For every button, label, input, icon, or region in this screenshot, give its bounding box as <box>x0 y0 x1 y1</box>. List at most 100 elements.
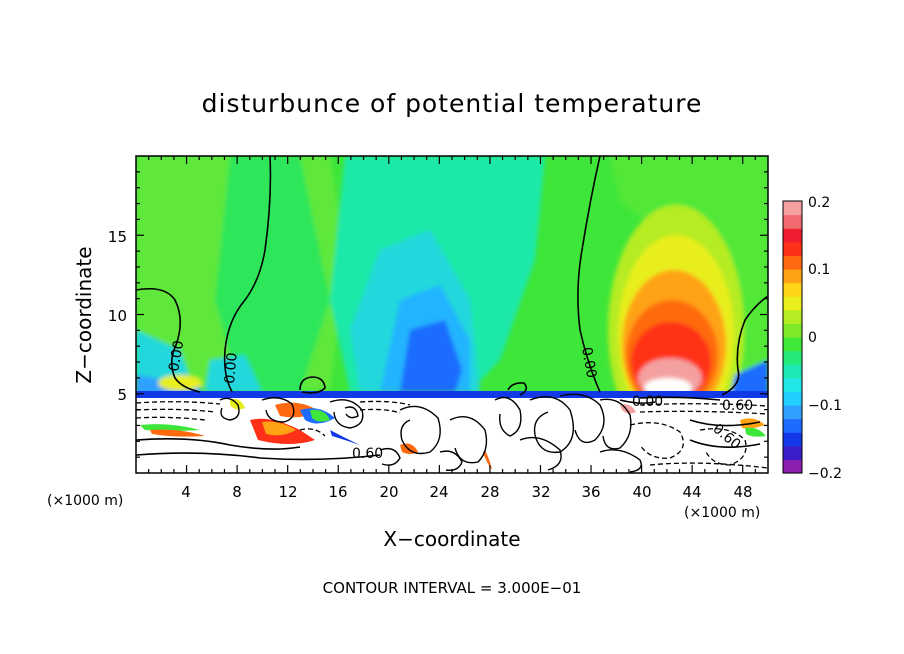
contour-dashed <box>639 410 768 415</box>
anomaly-patch <box>150 429 205 437</box>
contour-dashed <box>136 416 206 421</box>
contour-swirl <box>261 397 295 423</box>
anomaly-patch <box>745 427 766 437</box>
contour-swirl <box>494 396 522 437</box>
contour-dashed <box>359 400 411 406</box>
colorbar-swatch <box>783 377 802 392</box>
x-unit-label-right: (×1000 m) <box>684 505 760 521</box>
field-band <box>400 320 462 392</box>
colorbar-swatch <box>783 269 802 284</box>
contour-label: 0.00 <box>578 346 599 379</box>
colorbar-swatch <box>783 350 802 365</box>
x-tick-label: 4 <box>181 483 191 501</box>
contour-lower <box>136 452 381 461</box>
x-tick-label: 28 <box>480 483 499 501</box>
turbulent-contours <box>219 393 642 473</box>
contour-blob <box>299 376 326 394</box>
contour-zero-mid-left <box>223 156 272 393</box>
contour-dashed <box>136 401 221 405</box>
contour-dashed <box>639 403 768 407</box>
contour-swirl <box>219 397 240 421</box>
contour-dashed <box>299 428 326 437</box>
field-band <box>730 360 768 400</box>
contour-lower <box>619 399 656 404</box>
contour-dashed <box>629 422 684 459</box>
colorbar-swatch <box>783 337 802 352</box>
x-tick-label: 40 <box>632 483 651 501</box>
contour-swirl <box>519 436 562 471</box>
colorbar-swatch <box>783 364 802 379</box>
contour-swirl <box>344 406 359 419</box>
contour-lower <box>136 437 301 450</box>
negative-contours <box>136 400 768 469</box>
colorbar-tick-labels: 0.2 0.1 0 −0.1 −0.2 <box>808 195 842 482</box>
x-tick-labels: 4 8 12 16 20 24 28 32 36 40 44 48 <box>181 483 752 501</box>
x-tick-label: 48 <box>733 483 752 501</box>
colorbar <box>783 201 802 474</box>
colorbar-swatch <box>783 459 802 474</box>
colorbar-swatch <box>783 445 802 460</box>
y-tick-labels: 5 10 15 <box>108 228 127 404</box>
x-unit-label-left: (×1000 m) <box>47 493 123 509</box>
colorbar-swatch <box>783 418 802 433</box>
colorbar-label: 0.1 <box>808 262 830 278</box>
colorbar-swatch <box>783 296 802 311</box>
contour-label: 0.00 <box>166 339 187 372</box>
anomaly-patch <box>140 424 200 431</box>
colorbar-swatch <box>783 214 802 229</box>
contour-swirl <box>329 399 364 429</box>
colorbar-swatch <box>783 241 802 256</box>
contour-swirl <box>599 398 632 450</box>
contour-dashed <box>699 428 747 466</box>
plot-area: 0.00 0.00 0.00 0.00 0.60 0.60 0.60 <box>136 156 768 473</box>
chart-title: disturbunce of potential temperature <box>202 89 703 118</box>
contour-swirl <box>559 393 605 444</box>
contour-dashed <box>136 408 216 413</box>
contour-swirl <box>399 405 441 455</box>
x-tick-label: 24 <box>429 483 448 501</box>
contour-interval-note: CONTOUR INTERVAL = 3.000E−01 <box>323 579 582 597</box>
colorbar-label: −0.1 <box>808 398 842 414</box>
colorbar-swatch <box>783 282 802 297</box>
y-axis-title: Z−coordinate <box>72 246 96 383</box>
x-tick-label: 12 <box>278 483 297 501</box>
lower-layer <box>136 398 768 473</box>
colorbar-swatch <box>783 391 802 406</box>
contour-lines <box>136 156 768 461</box>
heat-field <box>136 156 768 455</box>
lower-anomalies <box>140 399 766 470</box>
contour-lower <box>689 419 761 427</box>
contour-label: 0.60 <box>722 398 753 414</box>
contour-dashed <box>649 462 768 469</box>
colorbar-frame <box>782 200 803 474</box>
y-tick-label: 5 <box>117 386 127 404</box>
contour-lower <box>689 439 761 448</box>
colorbar-label: −0.2 <box>808 466 842 482</box>
field-band <box>215 156 330 392</box>
contour-label: 0.00 <box>632 394 663 410</box>
x-tick-label: 20 <box>379 483 398 501</box>
colorbar-swatch <box>783 228 802 243</box>
y-tick-label: 10 <box>108 307 127 325</box>
colorbar-swatch <box>783 432 802 447</box>
contour-swirl <box>599 449 642 473</box>
colorbar-swatch <box>783 309 802 324</box>
contour-dashed <box>359 408 401 414</box>
contour-label: 0.60 <box>352 446 383 462</box>
surface-band <box>136 391 768 398</box>
contour-blob <box>507 382 528 396</box>
contour-label: 0.00 <box>222 352 241 384</box>
field-band <box>205 355 262 392</box>
x-tick-label: 44 <box>682 483 701 501</box>
contour-zero-right <box>721 295 768 396</box>
contour-swirl <box>449 416 488 464</box>
colorbar-swatch <box>783 255 802 270</box>
anomaly-patch <box>262 421 296 436</box>
contour-zero-left <box>136 287 201 393</box>
axis-ticks <box>136 156 768 473</box>
x-tick-label: 16 <box>328 483 347 501</box>
colorbar-swatch <box>783 405 802 420</box>
x-tick-label: 8 <box>232 483 242 501</box>
x-tick-label: 32 <box>531 483 550 501</box>
